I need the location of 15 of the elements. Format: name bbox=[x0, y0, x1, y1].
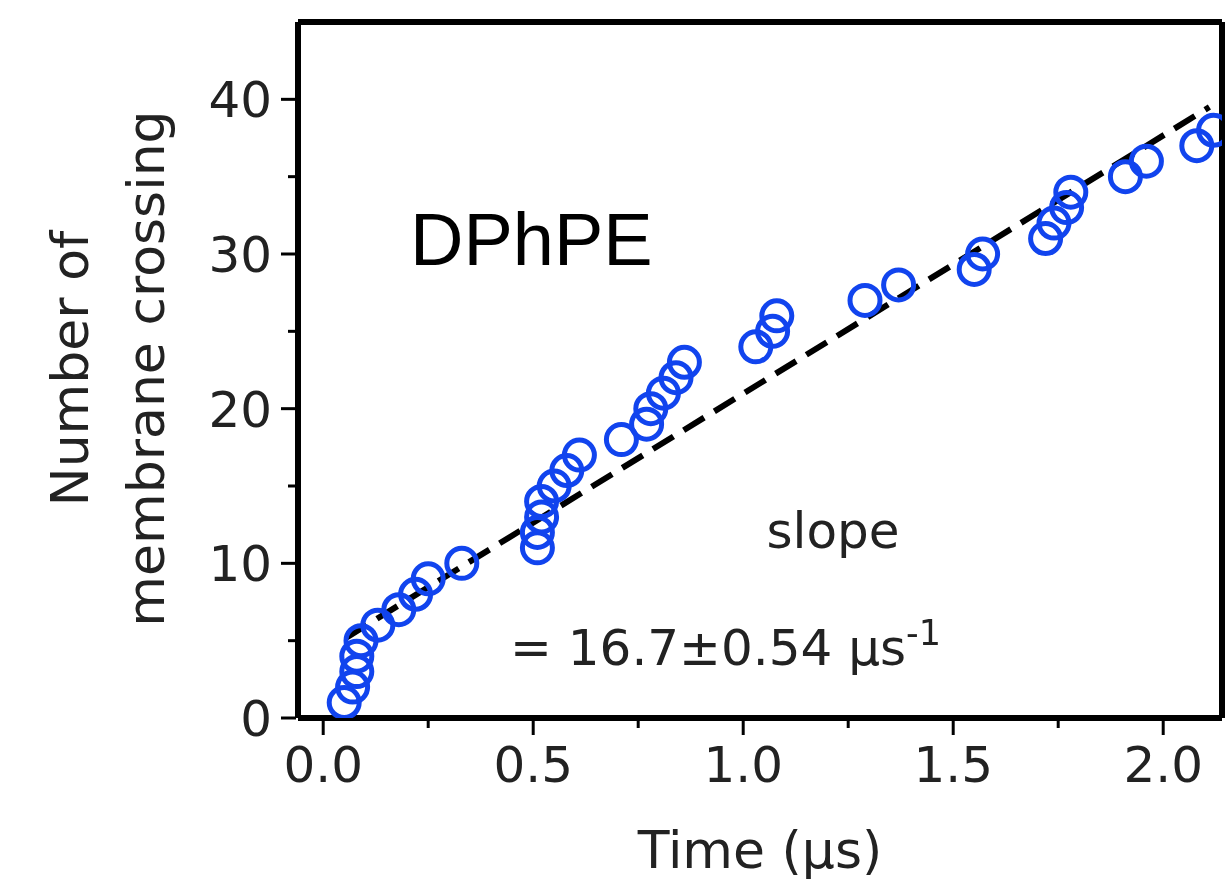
y-axis-title: Number of membrane crossing bbox=[40, 110, 176, 627]
x-tick-label: 0.5 bbox=[493, 736, 573, 794]
x-tick-label: 2.0 bbox=[1123, 736, 1203, 794]
annotation: DPhPE bbox=[410, 198, 653, 281]
annotation: = 16.7±0.54 μs$^{-1}$ bbox=[510, 613, 941, 677]
y-tick-label: 20 bbox=[208, 380, 272, 439]
y-tick-label: 40 bbox=[208, 71, 272, 130]
x-tick-label: 1.5 bbox=[913, 736, 993, 794]
x-tick-label: 0.0 bbox=[283, 736, 363, 794]
y-tick-label: 10 bbox=[208, 535, 272, 594]
y-tick-label: 0 bbox=[240, 690, 272, 748]
x-axis-title: Time (μs) bbox=[636, 820, 883, 880]
y-tick-label: 30 bbox=[208, 226, 272, 284]
annotation: slope bbox=[766, 502, 900, 560]
x-tick-label: 1.0 bbox=[703, 736, 783, 794]
